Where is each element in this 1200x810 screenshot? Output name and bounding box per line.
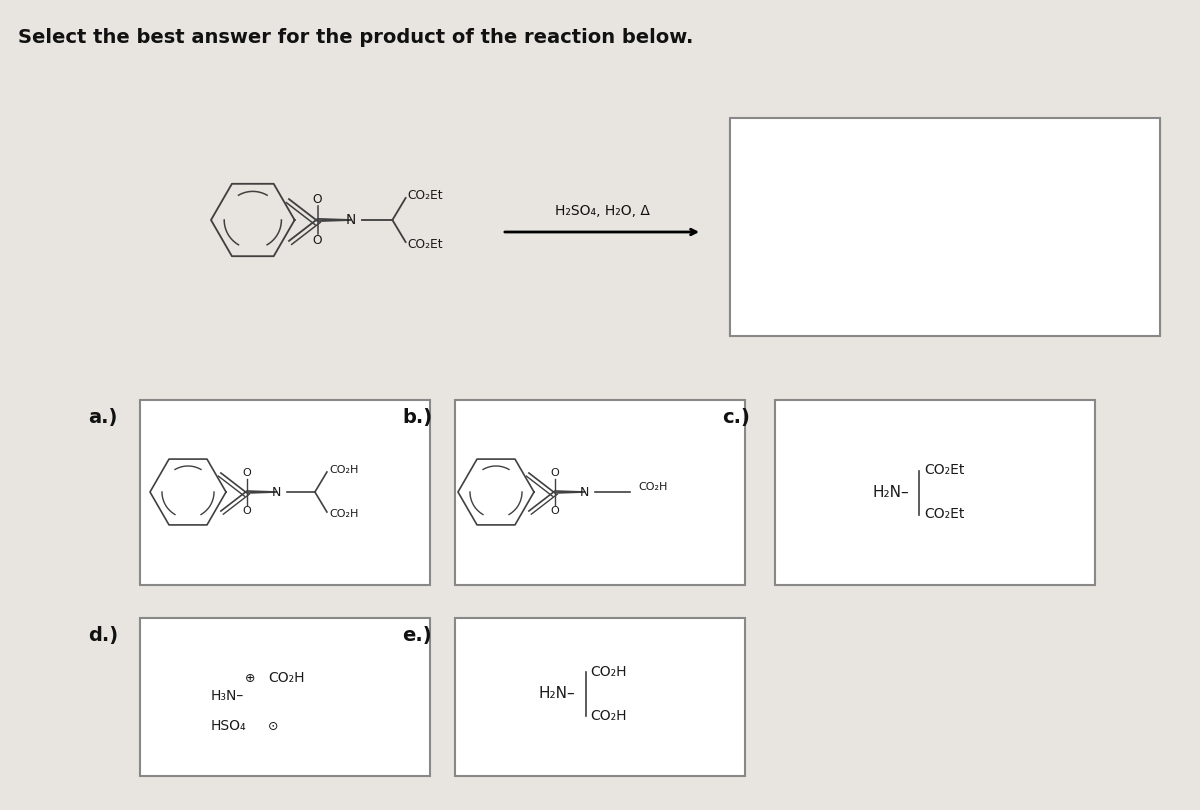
Text: N: N xyxy=(346,213,355,227)
Bar xyxy=(140,618,430,776)
Text: O: O xyxy=(551,468,559,478)
Bar xyxy=(730,118,1160,336)
Text: b.): b.) xyxy=(402,408,432,427)
Bar xyxy=(455,400,745,585)
Text: H₂SO₄, H₂O, Δ: H₂SO₄, H₂O, Δ xyxy=(554,204,649,218)
Text: H₃N–: H₃N– xyxy=(210,689,244,703)
Text: O: O xyxy=(242,506,251,516)
Text: O: O xyxy=(242,468,251,478)
Text: N: N xyxy=(581,485,589,498)
Text: O: O xyxy=(551,506,559,516)
Text: CO₂H: CO₂H xyxy=(329,509,359,519)
Text: H₂N–: H₂N– xyxy=(539,686,576,701)
Text: CO₂H: CO₂H xyxy=(269,671,305,685)
Text: CO₂Et: CO₂Et xyxy=(408,237,444,251)
Bar xyxy=(140,400,430,585)
Text: CO₂Et: CO₂Et xyxy=(924,508,965,522)
Bar xyxy=(775,400,1096,585)
Text: d.): d.) xyxy=(88,626,118,645)
Text: Select the best answer for the product of the reaction below.: Select the best answer for the product o… xyxy=(18,28,694,47)
Text: N: N xyxy=(272,485,282,498)
Text: O: O xyxy=(313,234,323,247)
Text: e.): e.) xyxy=(402,626,432,645)
Text: ⊕: ⊕ xyxy=(245,671,256,684)
Text: CO₂H: CO₂H xyxy=(638,482,667,492)
Text: a.): a.) xyxy=(88,408,118,427)
Bar xyxy=(730,120,1160,335)
Text: CO₂H: CO₂H xyxy=(329,465,359,475)
Bar xyxy=(455,618,745,776)
Text: CO₂Et: CO₂Et xyxy=(924,463,965,478)
Text: CO₂H: CO₂H xyxy=(590,665,628,679)
Text: HSO₄: HSO₄ xyxy=(210,719,246,733)
Text: CO₂Et: CO₂Et xyxy=(408,190,444,202)
Text: H₂N–: H₂N– xyxy=(872,485,910,500)
Text: O: O xyxy=(313,193,323,206)
Text: c.): c.) xyxy=(722,408,750,427)
Text: CO₂H: CO₂H xyxy=(590,709,628,723)
Text: ⊙: ⊙ xyxy=(269,719,278,732)
